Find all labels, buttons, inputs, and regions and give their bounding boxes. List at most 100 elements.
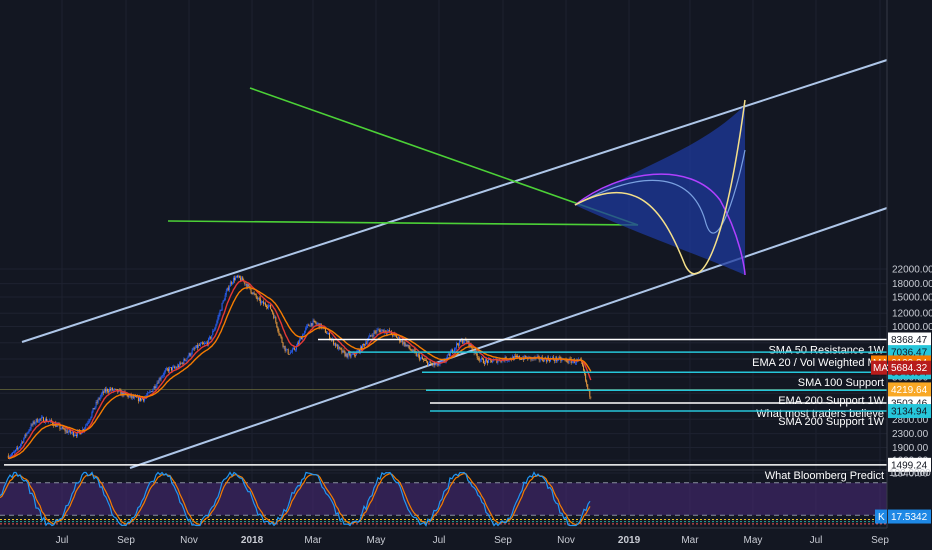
candle-body: [103, 389, 105, 393]
candle-body: [310, 323, 312, 327]
candle-body: [190, 354, 192, 356]
candle-body: [42, 417, 44, 423]
candle-body: [186, 357, 188, 361]
candle-body: [261, 301, 263, 303]
candle-body: [583, 365, 585, 371]
candle-body: [367, 340, 369, 344]
time-tick-label: 2019: [618, 535, 641, 546]
candle-body: [428, 362, 430, 366]
candle-body: [112, 388, 114, 391]
candle-body: [225, 291, 227, 295]
candle-body: [463, 342, 465, 344]
candle-body: [295, 345, 297, 350]
candle-body: [254, 293, 256, 295]
candle-body: [187, 356, 189, 358]
candle-body: [52, 422, 54, 425]
candle-body: [326, 333, 328, 335]
candle-body: [438, 364, 440, 366]
candle-body: [287, 349, 289, 354]
candle-body: [85, 425, 87, 429]
candle-body: [365, 342, 367, 346]
candle-body: [500, 361, 502, 362]
candle-body: [87, 422, 89, 424]
level-label: EMA 200 Support 1W: [778, 395, 884, 407]
candle-body: [253, 292, 255, 294]
candle-body: [447, 353, 449, 355]
candle-body: [343, 350, 345, 352]
candle-body: [433, 363, 435, 366]
candle-body: [336, 344, 338, 347]
candle-body: [213, 330, 215, 332]
candle-body: [226, 287, 228, 292]
candle-body: [334, 343, 336, 345]
candle-body: [23, 438, 25, 443]
candle-body: [352, 353, 354, 355]
candle-body: [449, 352, 451, 356]
candle-body: [27, 432, 29, 434]
candle-body: [168, 367, 170, 372]
price-tick-label: 10000.00: [892, 322, 932, 333]
stoch-tag-k: K: [878, 512, 885, 523]
stoch-value-tag-bg: [888, 509, 931, 524]
candle-body: [412, 349, 414, 352]
price-tick-label: 2800.00: [892, 415, 929, 426]
candle-body: [435, 364, 437, 366]
candle-body: [481, 358, 483, 359]
candle-body: [209, 336, 211, 339]
candle-body: [105, 388, 107, 392]
candle-body: [148, 392, 150, 394]
candle-body: [26, 432, 28, 436]
candle-body: [362, 344, 364, 351]
candle-body: [250, 289, 252, 293]
candle-body: [286, 349, 288, 351]
price-tick-label: 18000.00: [892, 279, 932, 290]
candle-body: [245, 284, 247, 285]
candle-body: [548, 359, 550, 362]
candle-body: [161, 375, 163, 378]
candle-body: [113, 389, 115, 391]
candle-body: [106, 388, 108, 392]
candle-body: [459, 339, 461, 346]
candle-body: [345, 353, 347, 357]
candle-body: [201, 342, 203, 344]
level-price-tag: 3134.94: [891, 407, 928, 418]
candle-body: [375, 331, 377, 333]
candle-body: [166, 368, 168, 370]
candle-body: [277, 327, 279, 331]
stoch-value-tag: 17.5342: [891, 512, 928, 523]
candle-body: [135, 396, 137, 398]
candle-body: [197, 345, 199, 348]
candle-body: [29, 429, 31, 431]
candle-body: [470, 343, 472, 347]
candle-body: [16, 447, 18, 450]
candle-body: [36, 418, 38, 423]
candle-body: [174, 366, 176, 368]
candle-body: [258, 298, 260, 299]
candle-body: [307, 324, 309, 326]
candle-body: [109, 389, 111, 392]
candle-body: [222, 300, 224, 304]
candle-body: [11, 452, 13, 455]
candle-body: [469, 343, 471, 347]
candle-body: [404, 341, 406, 347]
candle-body: [464, 339, 466, 343]
candle-body: [15, 449, 17, 452]
candle-body: [120, 390, 122, 395]
trend-drawings: [21, 59, 888, 469]
candle-body: [146, 395, 148, 397]
time-axis[interactable]: Jul Sep Nov 2018 Mar May Jul Sep Nov 2019 Mar May Ju…: [0, 527, 932, 550]
price-axis[interactable]: 22000.00 18000.00 15000.00 12000.00 10000.00…: [871, 0, 932, 550]
chart-grid: [0, 0, 887, 528]
candle-body: [169, 367, 171, 368]
candle-body: [280, 335, 282, 338]
candle-body: [167, 369, 169, 372]
candle-body: [136, 396, 138, 398]
candle-body: [89, 419, 91, 422]
candle-body: [430, 361, 432, 364]
candle-body: [289, 352, 291, 355]
candle-body: [557, 360, 559, 361]
candle-body: [269, 304, 271, 306]
candle-body: [231, 282, 233, 284]
candle-body: [50, 419, 52, 421]
